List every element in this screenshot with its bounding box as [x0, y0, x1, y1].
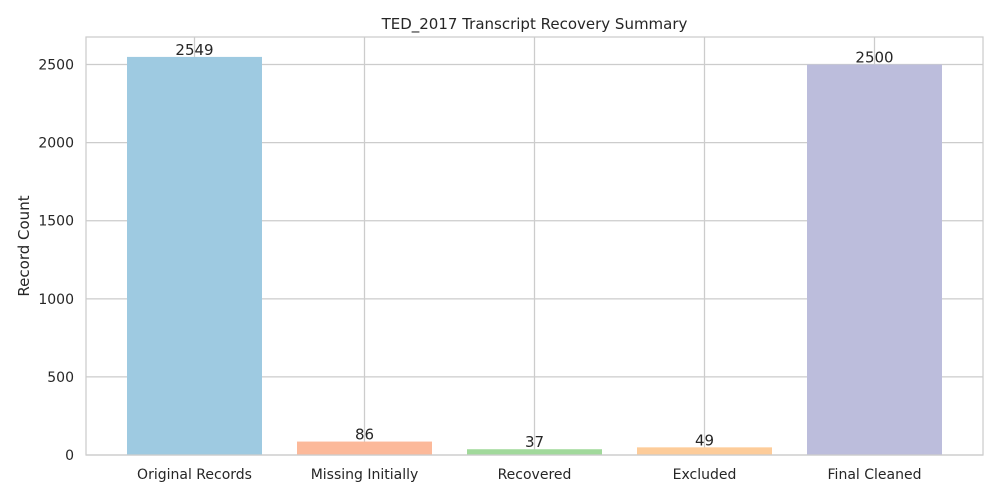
y-tick-label: 0: [65, 448, 74, 464]
bar: [297, 441, 432, 455]
y-tick-label: 1500: [38, 214, 74, 230]
bar: [467, 449, 602, 455]
y-tick-label: 1000: [38, 292, 74, 308]
bar: [807, 64, 942, 455]
x-tick-label: Missing Initially: [311, 467, 419, 483]
x-tick-label: Excluded: [673, 467, 737, 483]
bar-value-label: 2549: [175, 41, 213, 59]
bars-layer: [127, 56, 942, 456]
x-tick-label: Recovered: [498, 467, 572, 483]
y-tick-label: 2500: [38, 58, 74, 74]
value-labels: 2549 86 37 49 2500: [175, 41, 893, 451]
plot-frame: [85, 36, 984, 456]
bar: [127, 56, 262, 456]
y-axis-label: Record Count: [15, 195, 33, 296]
x-tick-label: Final Cleaned: [828, 467, 922, 483]
y-tick-label: 500: [47, 370, 74, 386]
bar-value-label: 86: [355, 426, 374, 444]
bar: [637, 447, 772, 455]
bar-value-label: 37: [525, 433, 544, 451]
bar-value-label: 49: [695, 431, 714, 449]
x-tick-label: Original Records: [137, 467, 252, 483]
x-tick-labels: Original Records Missing Initially Recover…: [137, 467, 921, 483]
y-tick-label: 2000: [38, 136, 74, 152]
bar-value-label: 2500: [855, 49, 893, 67]
chart-title: TED_2017 Transcript Recovery Summary: [381, 15, 688, 34]
y-tick-labels: 0 500 1000 1500 2000 2500: [38, 58, 74, 464]
